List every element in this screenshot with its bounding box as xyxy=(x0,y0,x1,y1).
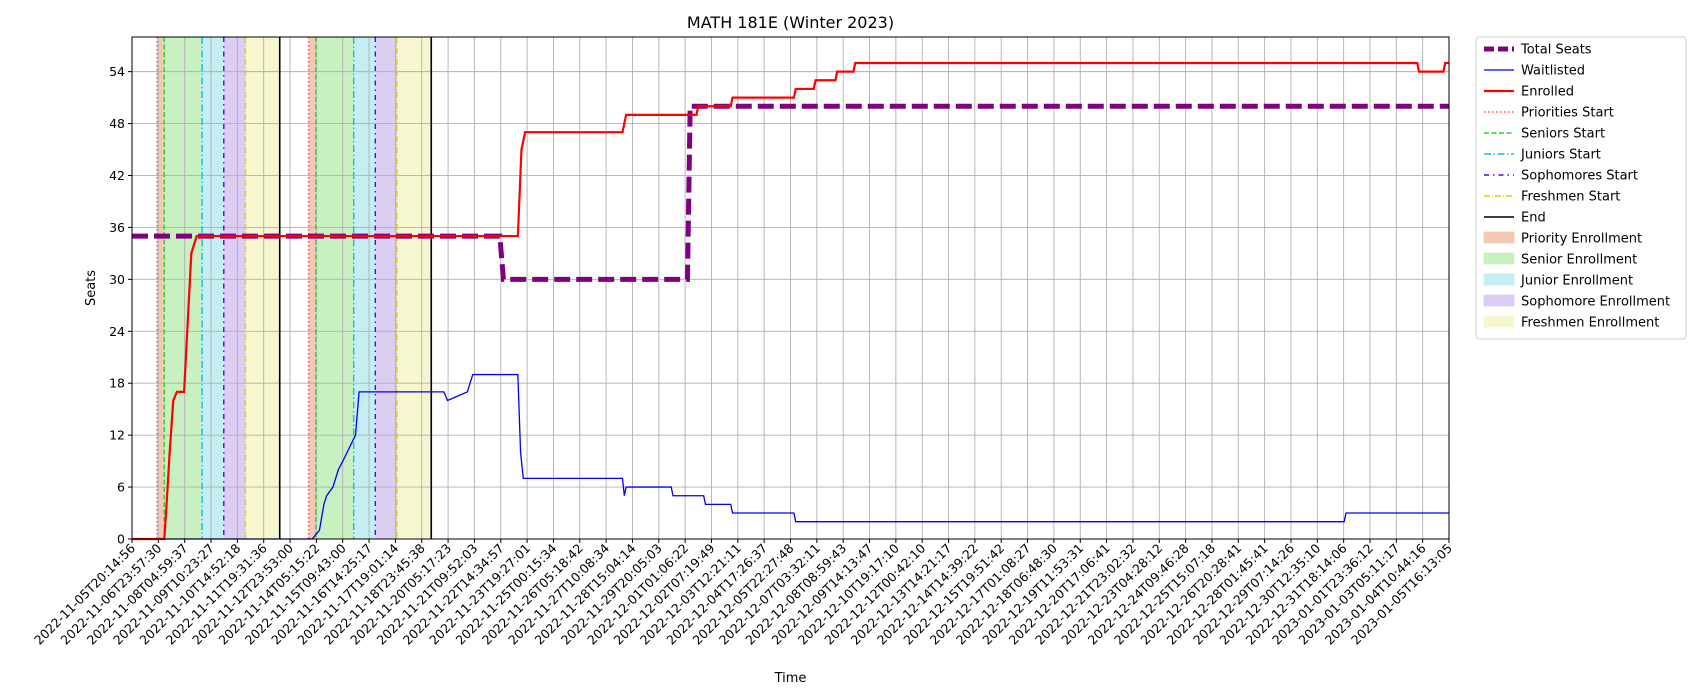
legend-item-4: Seniors Start xyxy=(1484,127,1605,142)
ytick-label-3: 18 xyxy=(109,376,125,391)
legend-item-2: Enrolled xyxy=(1484,85,1574,100)
legend-label-8: End xyxy=(1521,211,1546,226)
legend-label-5: Juniors Start xyxy=(1520,148,1601,163)
series-1 xyxy=(132,373,1449,540)
legend-label-7: Freshmen Start xyxy=(1521,190,1620,205)
legend-label-9: Priority Enrollment xyxy=(1521,232,1642,247)
legend-swatch-13 xyxy=(1483,315,1515,328)
y-axis-label: Seats xyxy=(84,270,99,306)
legend-item-13: Freshmen Enrollment xyxy=(1483,315,1659,331)
data-series xyxy=(132,61,1449,541)
chart-title: MATH 181E (Winter 2023) xyxy=(687,13,894,32)
legend-item-6: Sophomores Start xyxy=(1484,169,1638,184)
series-2 xyxy=(132,61,1449,541)
legend-label-3: Priorities Start xyxy=(1521,106,1614,121)
ytick-label-1: 6 xyxy=(117,480,125,495)
ytick-label-8: 48 xyxy=(109,116,125,131)
legend-item-10: Senior Enrollment xyxy=(1483,252,1637,268)
legend-item-12: Sophomore Enrollment xyxy=(1483,294,1670,310)
shade-2-0 xyxy=(202,37,224,539)
legend-label-6: Sophomores Start xyxy=(1521,169,1638,184)
shade-3-0 xyxy=(223,37,246,539)
legend-item-11: Junior Enrollment xyxy=(1483,273,1633,289)
legend-item-3: Priorities Start xyxy=(1484,106,1614,121)
legend-label-4: Seniors Start xyxy=(1521,127,1605,142)
legend-item-5: Juniors Start xyxy=(1484,148,1601,163)
shade-1-1 xyxy=(315,37,354,539)
legend-item-8: End xyxy=(1484,211,1546,226)
shade-0-0 xyxy=(157,37,165,539)
legend: Total Seats Waitlisted Enrolled Priorities … xyxy=(1475,36,1687,340)
ytick-label-5: 30 xyxy=(109,272,125,287)
x-axis-ticks: 2022-11-05T20:14:562022-11-06T23:57:3020… xyxy=(31,539,1455,648)
legend-label-10: Senior Enrollment xyxy=(1521,253,1637,268)
legend-item-0: Total Seats xyxy=(1484,43,1592,58)
legend-item-9: Priority Enrollment xyxy=(1483,231,1642,247)
legend-label-13: Freshmen Enrollment xyxy=(1521,316,1659,331)
legend-item-1: Waitlisted xyxy=(1484,64,1585,79)
legend-box xyxy=(1475,36,1687,340)
ytick-label-0: 0 xyxy=(117,532,125,547)
legend-item-7: Freshmen Start xyxy=(1484,190,1620,205)
shade-3-1 xyxy=(375,37,397,539)
legend-label-1: Waitlisted xyxy=(1521,64,1585,79)
ytick-label-6: 36 xyxy=(109,220,125,235)
shaded-periods xyxy=(157,37,432,539)
x-axis-label: Time xyxy=(774,671,807,686)
legend-swatch-9 xyxy=(1483,231,1515,244)
legend-swatch-11 xyxy=(1483,273,1515,286)
ytick-label-7: 42 xyxy=(109,168,125,183)
legend-label-11: Junior Enrollment xyxy=(1520,274,1633,289)
legend-label-12: Sophomore Enrollment xyxy=(1521,295,1670,310)
ytick-label-4: 24 xyxy=(109,324,125,339)
ytick-label-2: 12 xyxy=(109,428,125,443)
phase-lines xyxy=(156,37,433,539)
legend-swatch-12 xyxy=(1483,294,1515,307)
legend-swatch-10 xyxy=(1483,252,1515,265)
shade-2-1 xyxy=(353,37,376,539)
y-axis-ticks: 0 6 12 18 24 30 36 42 48 54 xyxy=(109,64,132,547)
grid xyxy=(131,37,1450,540)
shade-4-0 xyxy=(245,37,280,539)
series-0 xyxy=(132,103,1449,282)
ytick-label-9: 54 xyxy=(109,64,125,79)
shade-4-1 xyxy=(396,37,432,539)
shade-0-1 xyxy=(308,37,316,539)
legend-label-2: Enrolled xyxy=(1521,85,1574,100)
legend-label-0: Total Seats xyxy=(1520,43,1592,58)
